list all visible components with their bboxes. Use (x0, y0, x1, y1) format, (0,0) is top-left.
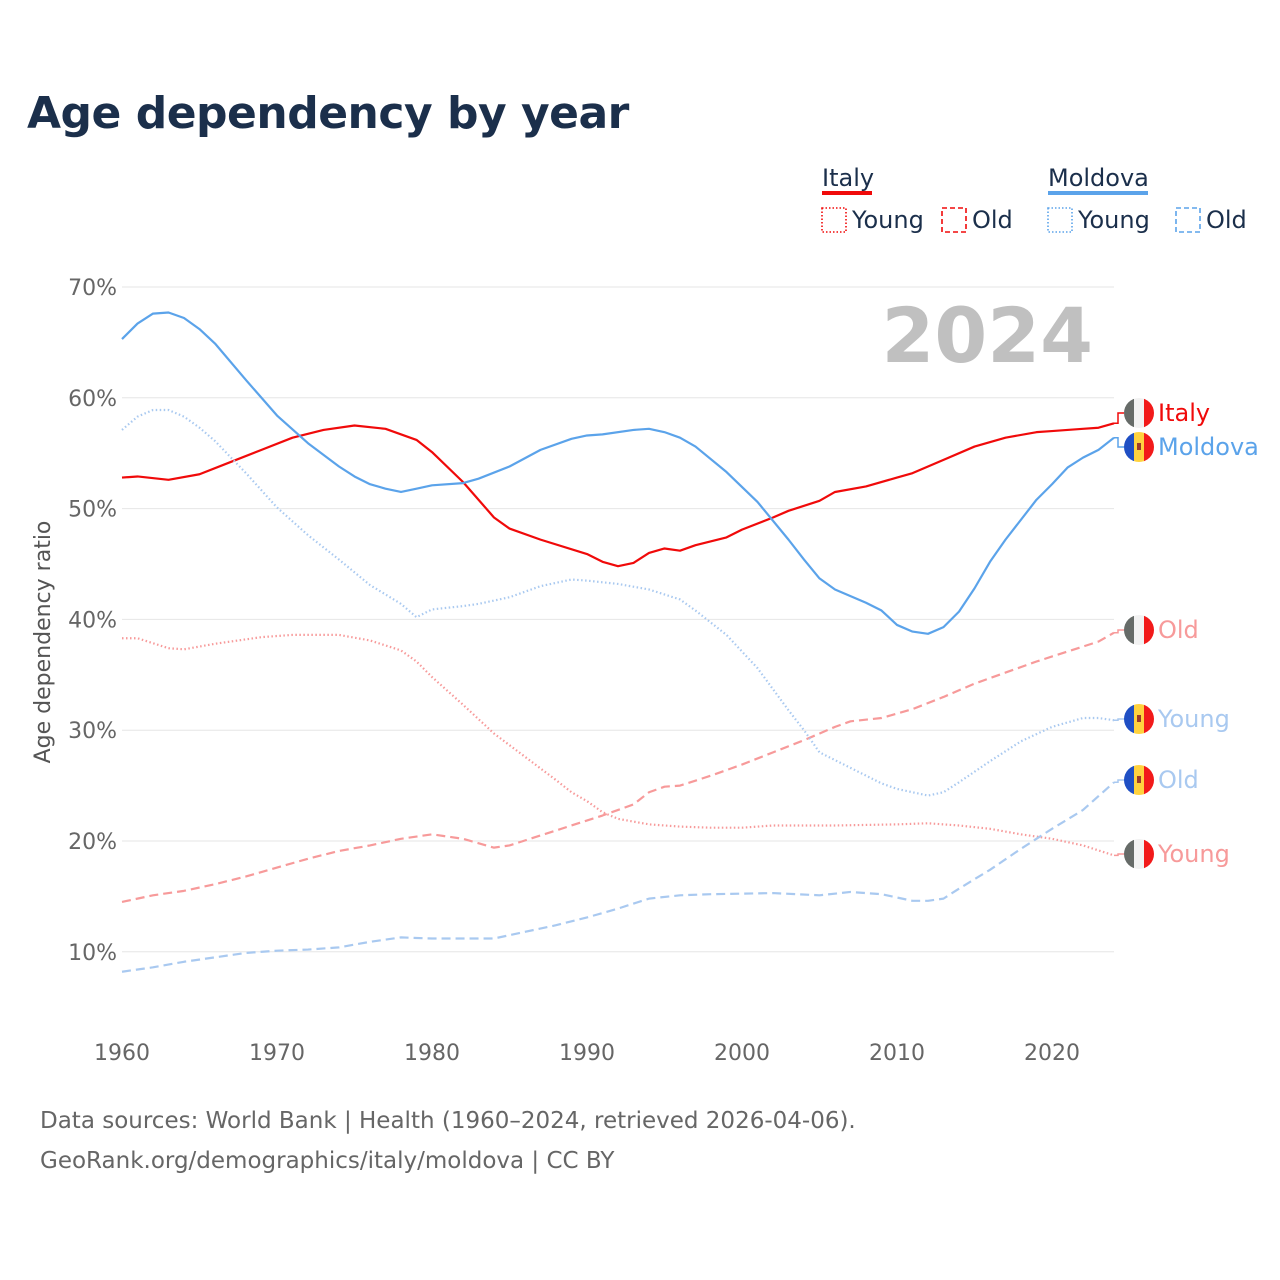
end-label-moldova-old: Old (1114, 765, 1199, 795)
moldova-flag-icon (1124, 432, 1154, 462)
italy-flag-icon (1124, 398, 1154, 428)
x-tick-label: 2020 (1024, 1041, 1080, 1066)
end-label-italy-young: Young (1114, 839, 1230, 869)
end-label-italy: Italy (1114, 398, 1210, 428)
source-line-2: GeoRank.org/demographics/italy/moldova |… (40, 1148, 615, 1174)
legend-swatch-old (1175, 207, 1201, 233)
series-line-italy-old (121, 631, 1115, 904)
x-tick-label: 1990 (559, 1041, 615, 1066)
legend-item-moldova-young[interactable]: Young (1077, 206, 1150, 234)
chart-title: Age dependency by year (27, 88, 629, 139)
y-tick-label: 50% (68, 498, 117, 523)
y-tick-label: 60% (68, 387, 117, 412)
y-tick-label: 40% (68, 608, 117, 633)
legend-item-italy-old[interactable]: Old (972, 206, 1013, 234)
y-tick-label: 30% (68, 719, 117, 744)
end-label-text: Old (1158, 766, 1199, 794)
x-tick-label: 2000 (714, 1041, 770, 1066)
legend: Italy Young Old Moldova Young Old (821, 164, 1247, 234)
end-label-moldova-young: Young (1114, 704, 1230, 734)
end-label-text: Italy (1158, 399, 1210, 427)
x-tick-label: 1960 (94, 1041, 150, 1066)
x-tick-label: 2010 (869, 1041, 925, 1066)
x-tick-label: 1980 (404, 1041, 460, 1066)
source-line-1: Data sources: World Bank | Health (1960–… (40, 1108, 856, 1134)
legend-swatch-young (1047, 207, 1073, 233)
end-label-text: Young (1157, 840, 1230, 868)
series-line-moldova-old (121, 781, 1115, 973)
moldova-flag-icon (1124, 704, 1154, 734)
moldova-flag-icon (1124, 765, 1154, 795)
series-line-italy-young (122, 633, 1115, 857)
series-line-moldova (121, 311, 1115, 635)
legend-group-italy[interactable]: Italy (822, 164, 874, 192)
y-tick-label: 20% (68, 830, 117, 855)
y-tick-label: 70% (68, 276, 117, 301)
end-label-moldova: Moldova (1114, 432, 1259, 462)
legend-swatch-old (941, 207, 967, 233)
legend-item-moldova-old[interactable]: Old (1206, 206, 1247, 234)
end-label-italy-old: Old (1114, 615, 1199, 645)
legend-swatch-young (821, 207, 847, 233)
x-tick-label: 1970 (249, 1041, 305, 1066)
year-label: 2024 (881, 291, 1093, 380)
legend-item-italy-young[interactable]: Young (851, 206, 924, 234)
end-label-text: Old (1158, 616, 1199, 644)
y-tick-label: 10% (68, 941, 117, 966)
legend-group-moldova[interactable]: Moldova (1048, 164, 1149, 192)
end-label-text: Moldova (1158, 433, 1259, 461)
italy-flag-icon (1124, 615, 1154, 645)
y-axis-label: Age dependency ratio (31, 521, 56, 764)
end-label-text: Young (1157, 705, 1230, 733)
italy-flag-icon (1124, 839, 1154, 869)
series-line-italy (121, 422, 1115, 568)
